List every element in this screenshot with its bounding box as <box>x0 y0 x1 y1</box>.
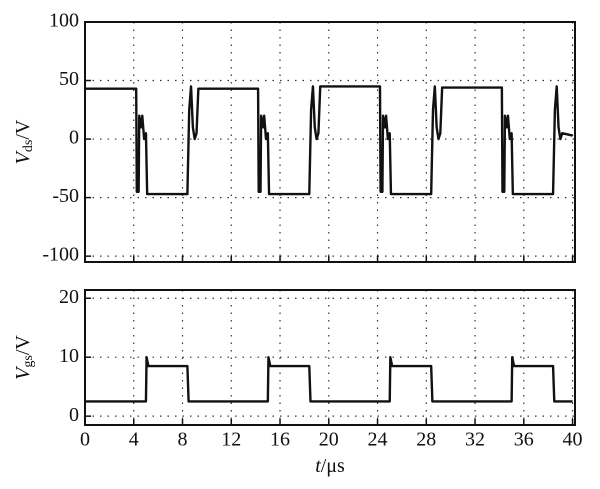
x-axis-label: t/μs <box>315 455 345 477</box>
y-label-symbol: V <box>12 149 34 164</box>
x-tick-label: 20 <box>319 429 339 451</box>
x-tick-label: 24 <box>368 429 388 451</box>
data-line <box>85 356 573 403</box>
x-tick-label: 40 <box>563 429 583 451</box>
x-tick-label: 8 <box>178 429 188 451</box>
y-tick-label: 100 <box>49 10 79 32</box>
x-label-unit: /μs <box>321 455 345 477</box>
y-label-subscript: ds <box>21 140 36 152</box>
y-tick-label: 10 <box>59 345 79 367</box>
y-tick-label: 50 <box>59 68 79 90</box>
x-tick-label: 16 <box>270 429 290 451</box>
y-axis-label: Vds/V <box>12 119 37 164</box>
y-label-unit: /V <box>12 335 34 356</box>
x-tick-label: 32 <box>465 429 485 451</box>
y-tick-label: 0 <box>69 127 79 149</box>
y-tick-label: -100 <box>42 244 79 266</box>
y-label-unit: /V <box>12 119 34 140</box>
x-tick-label: 12 <box>221 429 241 451</box>
x-tick-label: 36 <box>514 429 534 451</box>
y-label-subscript: gs <box>21 355 36 367</box>
y-tick-label: 0 <box>69 404 79 426</box>
data-line <box>85 85 573 196</box>
x-label-symbol: t <box>315 455 321 477</box>
x-tick-label: 0 <box>80 429 90 451</box>
x-tick-label: 28 <box>416 429 436 451</box>
plot-frame <box>84 289 576 426</box>
y-axis-label: Vgs/V <box>12 335 37 380</box>
y-label-symbol: V <box>12 365 34 380</box>
x-tick-label: 4 <box>129 429 139 451</box>
plot-frame <box>84 21 576 263</box>
y-tick-label: -50 <box>52 185 79 207</box>
y-tick-label: 20 <box>59 286 79 308</box>
